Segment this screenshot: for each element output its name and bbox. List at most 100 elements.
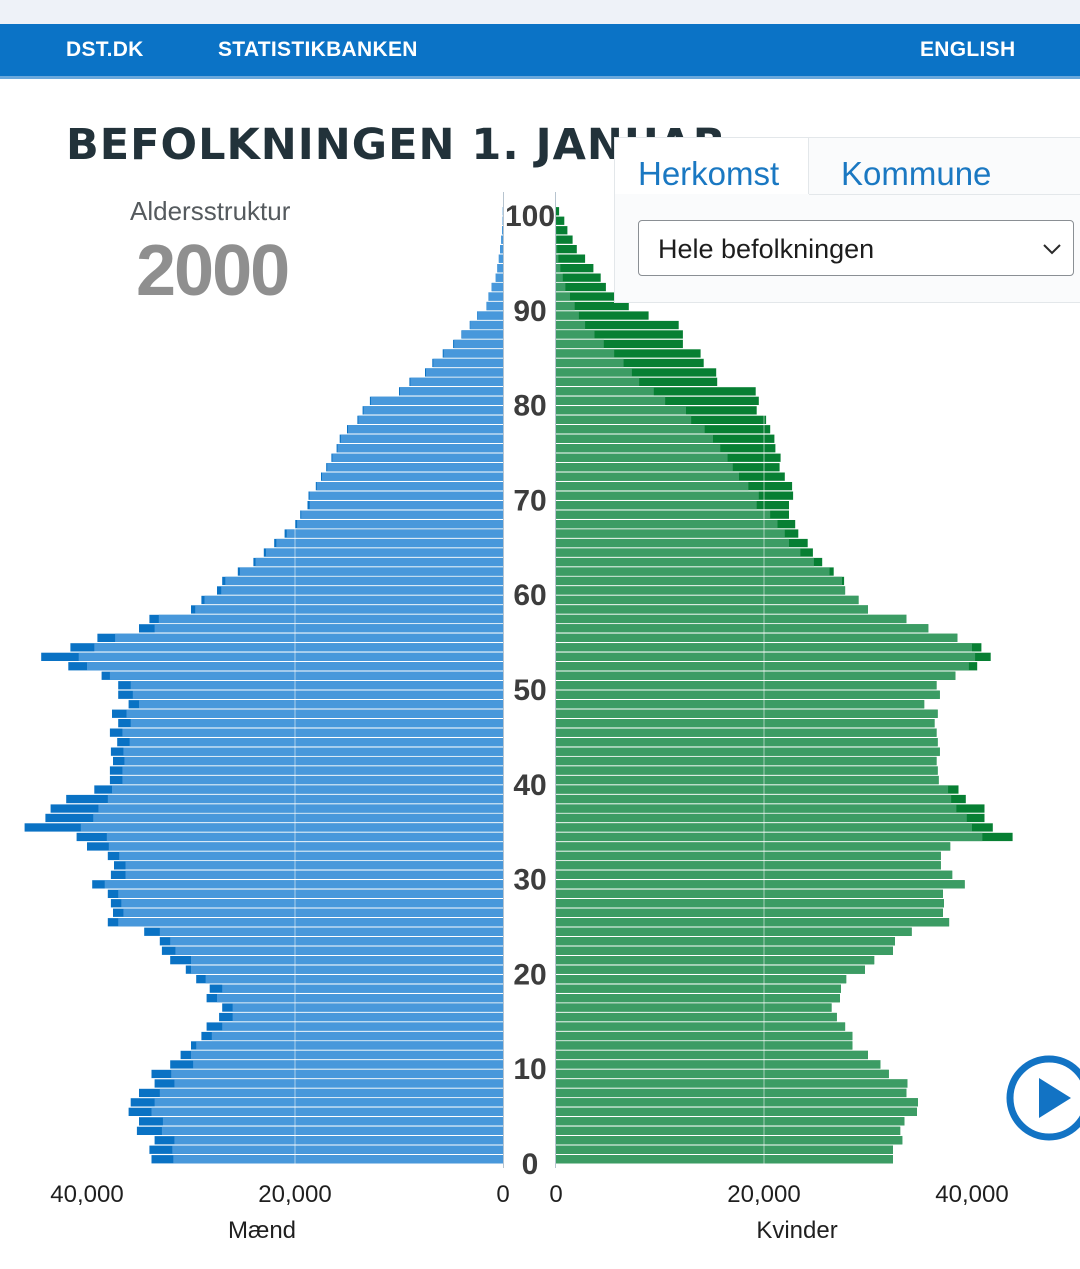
men-bar-light-age-95	[498, 254, 503, 263]
men-bar-light-age-30	[125, 870, 503, 879]
women-bar-light-age-7	[556, 1088, 907, 1098]
men-bar-light-age-60	[221, 586, 503, 595]
women-bar-light-age-23	[556, 937, 895, 946]
women-bar-light-age-36	[556, 813, 967, 823]
filter-panel: Herkomst Kommune Hele befolkningen	[614, 137, 1080, 303]
women-bar-light-age-52	[556, 662, 969, 671]
women-bar-light-age-37	[556, 804, 957, 813]
men-bar-light-age-7	[159, 1088, 504, 1098]
women-bar-light-age-63	[556, 557, 814, 567]
women-bar-light-age-84	[556, 358, 624, 368]
women-bar-light-age-70	[556, 491, 759, 500]
men-bar-light-age-8	[174, 1079, 503, 1088]
men-bar-light-age-82	[410, 377, 503, 386]
women-bar-light-age-24	[556, 927, 912, 936]
women-bar-light-age-55	[556, 633, 958, 642]
women-bar-age-99	[556, 216, 565, 225]
men-bar-light-age-66	[286, 529, 503, 538]
men-bar-light-age-18	[222, 984, 503, 993]
men-bar-light-age-17	[217, 994, 503, 1003]
men-bar-light-age-19	[205, 975, 503, 984]
men-bar-light-age-36	[93, 813, 503, 823]
x-tick-label-men: 0	[496, 1181, 509, 1208]
nav-link-dstdk[interactable]: DST.DK	[66, 38, 144, 61]
women-bar-light-age-32	[556, 851, 941, 861]
women-bar-age-100	[556, 207, 560, 216]
women-bar-light-age-68	[556, 510, 771, 519]
men-bar-light-age-79	[363, 406, 503, 415]
women-bar-light-age-31	[556, 861, 941, 870]
women-bar-light-age-48	[556, 700, 925, 709]
men-bar-light-age-46	[130, 719, 503, 728]
women-bar-age-90	[556, 301, 629, 311]
age-tick-label: 90	[513, 295, 546, 328]
x-tick-label-women: 0	[549, 1181, 562, 1208]
x-axis-labels: 40,000 20,000 0 0 20,000 40,000 Mænd Kvinder	[50, 1181, 1008, 1244]
men-bar-light-age-0	[173, 1155, 504, 1164]
men-bar-light-age-2	[174, 1136, 503, 1145]
men-bar-light-age-31	[125, 861, 503, 870]
women-bar-light-age-29	[556, 880, 965, 889]
men-bar-light-age-97	[501, 235, 503, 244]
women-bar-age-85	[556, 349, 701, 358]
men-bar-light-age-44	[129, 738, 503, 747]
women-bar-light-age-3	[556, 1126, 901, 1135]
men-bar-light-age-49	[132, 690, 504, 699]
men-bar-light-age-70	[309, 491, 503, 500]
women-bar-age-87	[556, 330, 683, 339]
women-bar-light-age-14	[556, 1022, 846, 1031]
women-bar-light-age-30	[556, 870, 953, 879]
women-bar-light-age-69	[556, 501, 757, 510]
browser-top-strip	[0, 0, 1080, 24]
men-bar-light-age-61	[225, 576, 504, 586]
tab-herkomst[interactable]: Herkomst	[615, 138, 809, 194]
nav-link-statistikbanken[interactable]: STATISTIKBANKEN	[218, 38, 418, 61]
women-bar-light-age-96	[556, 245, 558, 254]
men-bar-light-age-3	[161, 1126, 503, 1135]
women-bar-light-age-21	[556, 956, 875, 965]
women-bar-light-age-50	[556, 681, 937, 690]
men-bar-light-age-69	[309, 501, 503, 510]
women-bar-light-age-86	[556, 339, 604, 349]
women-bar-age-89	[556, 311, 649, 320]
men-bar-light-age-22	[175, 946, 503, 955]
play-button[interactable]	[1005, 1054, 1080, 1142]
population-select[interactable]: Hele befolkningen	[638, 220, 1074, 276]
women-bar-light-age-88	[556, 320, 586, 330]
men-bar-light-age-92	[491, 282, 503, 292]
men-bar-light-age-32	[119, 851, 503, 861]
men-bar-light-age-45	[122, 728, 504, 737]
age-tick-label: 80	[513, 390, 546, 423]
language-link-english[interactable]: ENGLISH	[920, 38, 1016, 61]
men-bar-light-age-34	[106, 832, 504, 842]
men-bar-light-age-71	[316, 482, 503, 491]
women-bar-light-age-73	[556, 463, 733, 472]
tab-kommune[interactable]: Kommune	[841, 155, 992, 192]
women-bar-light-age-11	[556, 1050, 868, 1060]
chart-gridlines	[294, 190, 765, 1168]
men-bar-light-age-63	[255, 557, 503, 567]
men-bar-light-age-93	[495, 273, 503, 282]
men-bar-light-age-57	[158, 614, 504, 624]
women-bar-light-age-15	[556, 1012, 837, 1022]
men-bar-light-age-14	[222, 1022, 503, 1031]
women-bar-light-age-4	[556, 1117, 905, 1126]
men-bar-light-age-94	[497, 264, 503, 273]
men-bar-light-age-12	[196, 1041, 503, 1050]
women-bar-age-84	[556, 358, 704, 368]
men-bar-light-age-42	[124, 756, 504, 766]
men-bar-light-age-90	[486, 301, 503, 311]
women-bar-light-age-25	[556, 918, 950, 927]
x-tick-label-men: 20,000	[258, 1181, 331, 1208]
women-bar-light-age-66	[556, 529, 785, 538]
men-bar-light-age-47	[126, 709, 503, 718]
women-bar-light-age-76	[556, 434, 713, 443]
women-bar-age-83	[556, 368, 717, 377]
women-bar-light-age-71	[556, 482, 749, 491]
women-bar-light-age-43	[556, 747, 940, 756]
men-bar-light-age-9	[171, 1069, 503, 1079]
women-bar-light-age-12	[556, 1041, 853, 1050]
men-bar-light-age-88	[470, 320, 503, 330]
men-bar-light-age-5	[151, 1107, 503, 1116]
men-bar-light-age-56	[154, 624, 503, 633]
